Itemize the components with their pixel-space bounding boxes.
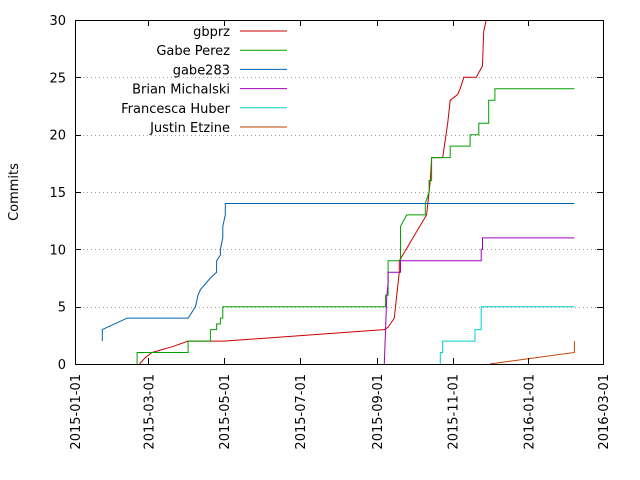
series-line-4 (439, 306, 575, 364)
x-tick-label: 2015-09-01 (371, 374, 386, 450)
series-layer (101, 19, 575, 365)
series-line-2 (101, 203, 575, 342)
x-tick-label: 2015-03-01 (142, 374, 157, 450)
x-tick-label: 2015-05-01 (218, 374, 233, 450)
axis-layer: 0 5 10 15 20 25 30 2015-01-01 2015-03-01 2015-05-… (49, 14, 612, 450)
y-axis-title: Commits (7, 163, 22, 221)
legend-label-5: Justin Etzine (149, 121, 230, 136)
x-tick-label: 2015-01-01 (69, 374, 84, 450)
legend-label-2: gabe283 (173, 63, 230, 78)
x-tick-label: 2016-03-01 (597, 374, 612, 450)
x-tick-label: 2015-07-01 (294, 374, 309, 450)
legend-label-1: Gabe Perez (156, 44, 230, 59)
y-tick-label: 20 (49, 129, 66, 144)
x-tick-label: 2016-01-01 (522, 374, 537, 450)
legend-label-4: Francesca Huber (121, 102, 231, 117)
series-line-5 (489, 341, 575, 365)
y-tick-label: 5 (58, 301, 66, 316)
y-tick-label: 30 (49, 14, 66, 29)
series-line-3 (383, 237, 575, 365)
legend: gbprz Gabe Perez gabe283 Brian Michalski Fra… (121, 25, 287, 136)
legend-label-3: Brian Michalski (132, 83, 230, 98)
y-tick-label: 0 (58, 358, 66, 373)
grid-layer (75, 77, 603, 308)
y-tick-label: 25 (49, 71, 66, 86)
y-tick-label: 10 (49, 243, 66, 258)
series-line-1 (136, 88, 575, 364)
y-tick-label: 15 (49, 186, 66, 201)
legend-label-0: gbprz (193, 25, 230, 40)
x-tick-label: 2015-11-01 (447, 374, 462, 450)
